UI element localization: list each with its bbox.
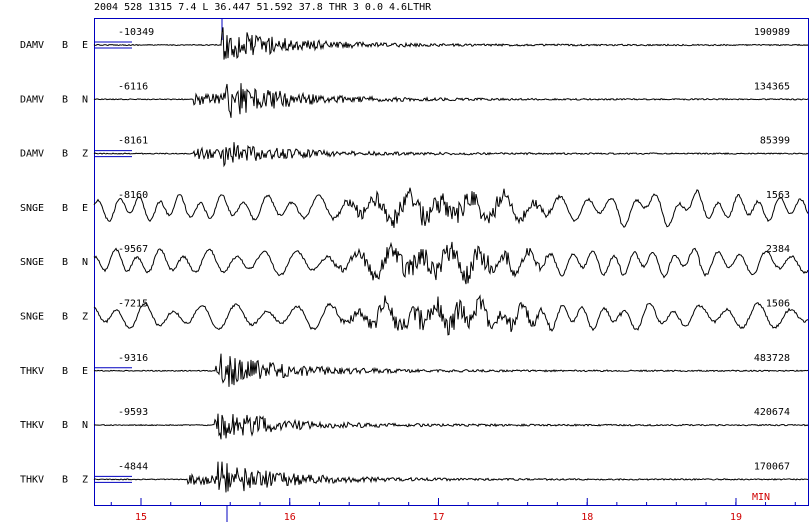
min-amplitude: -4844 xyxy=(118,461,148,472)
band: B xyxy=(62,257,68,268)
x-tick-label: 18 xyxy=(581,512,593,523)
max-amplitude: 134365 xyxy=(754,81,790,92)
waveform xyxy=(93,413,809,440)
max-amplitude: 190989 xyxy=(754,27,790,38)
station: SNGE xyxy=(20,257,44,268)
max-amplitude: 483728 xyxy=(754,353,790,364)
component: Z xyxy=(82,474,88,485)
waveform xyxy=(93,353,809,387)
station: SNGE xyxy=(20,312,44,323)
band: B xyxy=(62,149,68,160)
station: DAMV xyxy=(20,94,44,105)
x-tick-label: 16 xyxy=(284,512,296,523)
waveform xyxy=(93,461,809,493)
max-amplitude: 170067 xyxy=(754,461,790,472)
waveform xyxy=(93,27,809,60)
component: E xyxy=(82,203,88,214)
x-tick-label: 17 xyxy=(432,512,444,523)
min-amplitude: -8160 xyxy=(118,190,148,201)
component: Z xyxy=(82,149,88,160)
station: THKV xyxy=(20,366,44,377)
waveform xyxy=(93,142,809,168)
station: DAMV xyxy=(20,149,44,160)
x-unit: MIN xyxy=(752,492,770,503)
component: N xyxy=(82,420,88,431)
component: N xyxy=(82,94,88,105)
band: B xyxy=(62,474,68,485)
waveform xyxy=(93,83,809,118)
min-amplitude: -9593 xyxy=(118,407,148,418)
x-tick-label: 15 xyxy=(135,512,147,523)
min-amplitude: -8161 xyxy=(118,136,148,147)
component: E xyxy=(82,366,88,377)
min-amplitude: -9567 xyxy=(118,244,148,255)
max-amplitude: 85399 xyxy=(760,136,790,147)
plot-frame xyxy=(94,18,809,506)
max-amplitude: 2384 xyxy=(766,244,790,255)
band: B xyxy=(62,420,68,431)
band: B xyxy=(62,94,68,105)
x-tick-label: 19 xyxy=(730,512,742,523)
station: THKV xyxy=(20,474,44,485)
band: B xyxy=(62,312,68,323)
component: N xyxy=(82,257,88,268)
min-amplitude: -10349 xyxy=(118,27,154,38)
band: B xyxy=(62,40,68,51)
station: DAMV xyxy=(20,40,44,51)
max-amplitude: 420674 xyxy=(754,407,790,418)
header: 2004 528 1315 7.4 L 36.447 51.592 37.8 T… xyxy=(94,2,432,13)
component: E xyxy=(82,40,88,51)
waveform xyxy=(93,241,809,285)
station: THKV xyxy=(20,420,44,431)
band: B xyxy=(62,203,68,214)
max-amplitude: 1563 xyxy=(766,190,790,201)
min-amplitude: -9316 xyxy=(118,353,148,364)
station: SNGE xyxy=(20,203,44,214)
band: B xyxy=(62,366,68,377)
max-amplitude: 1506 xyxy=(766,299,790,310)
min-amplitude: -6116 xyxy=(118,81,148,92)
min-amplitude: -7215 xyxy=(118,299,148,310)
waveform xyxy=(93,187,809,228)
waveform xyxy=(93,294,809,336)
component: Z xyxy=(82,312,88,323)
